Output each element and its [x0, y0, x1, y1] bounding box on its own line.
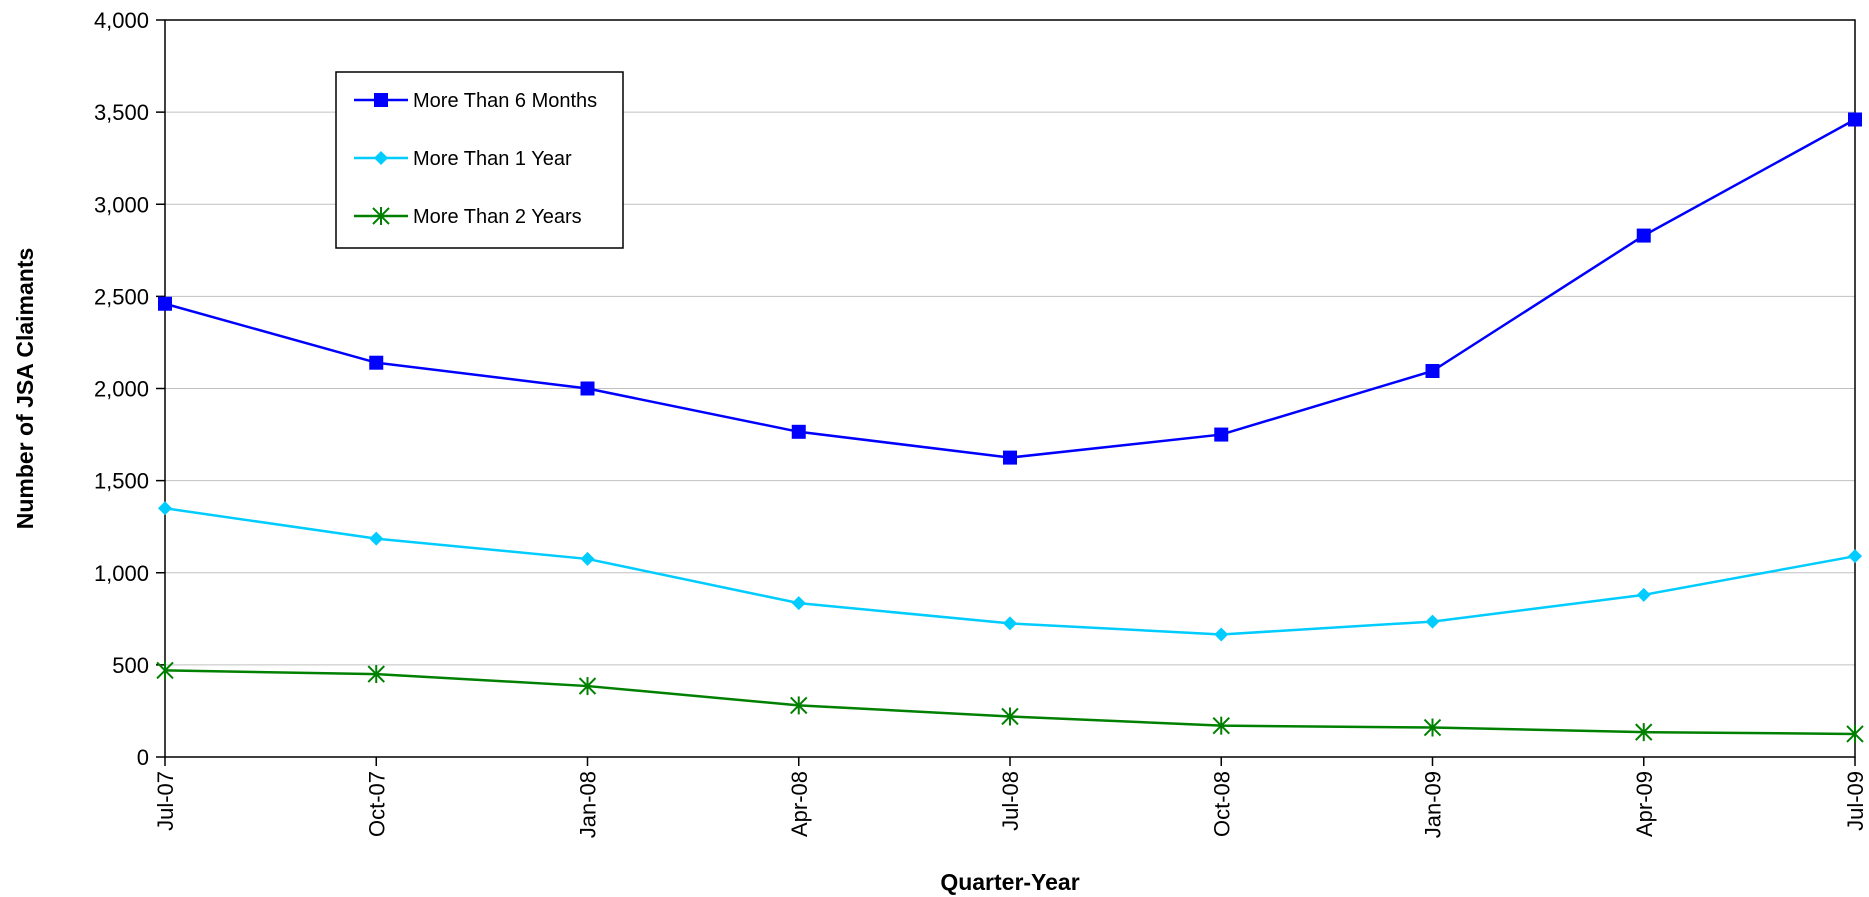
y-tick-label: 2,000 [94, 377, 149, 402]
data-point [158, 501, 172, 516]
y-tick-label: 4,000 [94, 8, 149, 33]
x-tick-label: Jul-08 [998, 771, 1023, 831]
data-point [1001, 707, 1019, 726]
legend: More Than 6 Months More Than 1 Year More T… [335, 71, 624, 249]
data-point [791, 596, 806, 611]
y-tick-label: 1,000 [94, 561, 149, 586]
series-line [164, 507, 1856, 636]
data-point [1636, 228, 1651, 243]
x-tick-label: Oct-07 [364, 771, 389, 837]
data-point [1423, 718, 1442, 737]
legend-marker [374, 151, 388, 165]
x-tick-label: Jan-09 [1421, 771, 1446, 838]
data-point [790, 696, 808, 715]
data-point [1214, 427, 1229, 442]
data-point [369, 355, 384, 370]
legend-label: More Than 1 Year [413, 148, 572, 170]
x-tick-label: Jul-07 [153, 771, 178, 831]
data-point [1212, 716, 1230, 735]
legend-label: More Than 2 Years [413, 206, 582, 228]
data-point [1003, 450, 1017, 465]
data-point [1846, 724, 1864, 743]
legend-label: More Than 6 Months [413, 90, 597, 112]
y-tick-label: 500 [112, 653, 149, 678]
x-axis: Jul-07 Oct-07 Jan-08 Apr-08 Jul-08 Oct-08 Jan-… [153, 757, 1868, 838]
data-point [580, 381, 595, 396]
x-axis-title: Quarter-Year [940, 869, 1079, 895]
data-point [158, 296, 172, 311]
data-point [1003, 616, 1017, 631]
data-point [369, 531, 384, 546]
data-point [1425, 363, 1440, 378]
data-point [791, 424, 806, 439]
y-tick-label: 3,500 [94, 100, 149, 125]
y-axis: 0 500 1,000 1,500 2,000 2,500 3,000 3,500 4,000 [94, 8, 165, 770]
x-tick-label: Oct-08 [1209, 771, 1234, 837]
data-point [1848, 112, 1862, 127]
data-point [1848, 549, 1862, 564]
data-point [1636, 587, 1651, 602]
data-point [1214, 627, 1229, 642]
y-tick-label: 1,500 [94, 469, 149, 494]
data-point [1635, 723, 1653, 742]
x-tick-label: Apr-09 [1632, 771, 1657, 837]
series-3 [156, 661, 1864, 743]
y-axis-title: Number of JSA Claimants [12, 248, 38, 530]
y-tick-label: 2,500 [94, 284, 149, 309]
series-1 [158, 112, 1862, 465]
legend-marker [372, 207, 390, 225]
x-tick-label: Apr-08 [787, 771, 812, 837]
data-point [578, 677, 597, 696]
series-2 [158, 501, 1862, 642]
legend-marker [374, 93, 388, 107]
y-tick-label: 0 [137, 745, 149, 770]
data-point [580, 551, 595, 566]
x-tick-label: Jan-08 [576, 771, 601, 838]
series-lines [156, 112, 1864, 743]
y-tick-label: 3,000 [94, 192, 149, 217]
data-point [1425, 614, 1440, 629]
data-point [367, 665, 385, 684]
data-point [156, 661, 174, 680]
x-tick-label: Jul-09 [1843, 771, 1868, 831]
